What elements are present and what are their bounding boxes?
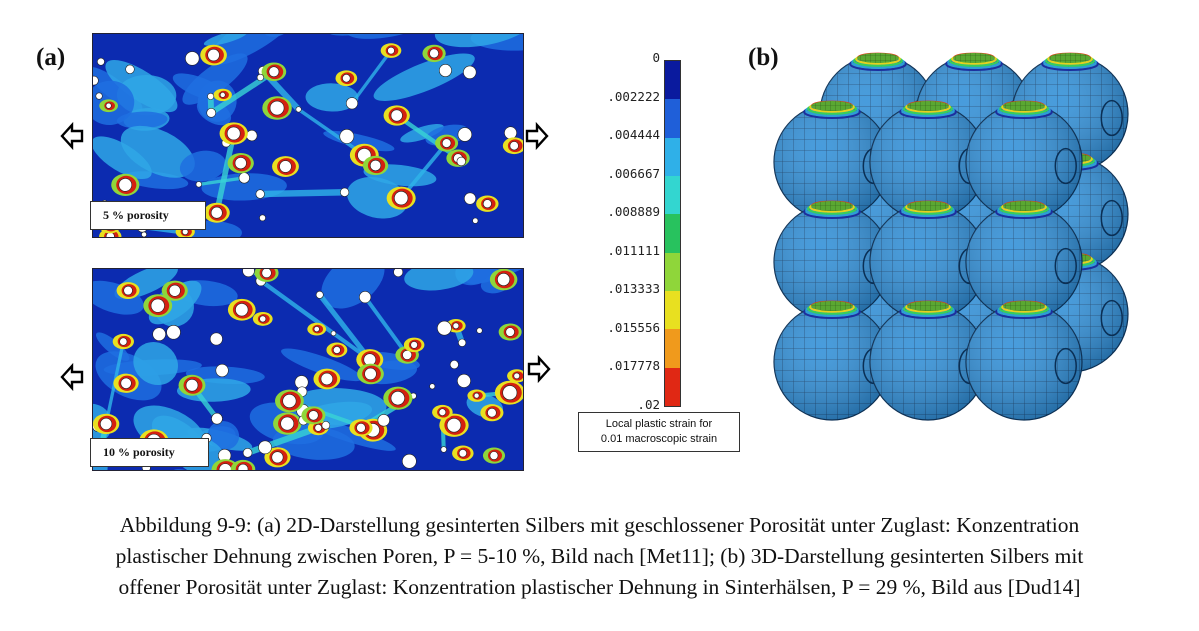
colorbar-note-line: Local plastic strain for [605,418,713,430]
colorbar-tick: .017778 [607,358,660,373]
colorbar-band [665,214,680,253]
colorbar-tick: 0 [652,50,660,65]
mesh-sphere [869,200,987,321]
strain-map-10-percent [92,268,524,471]
mesh-sphere [869,300,987,421]
mesh-sphere [773,200,891,321]
strain-colorbar [664,60,681,407]
caption-line: plastischer Dehnung zwischen Poren, P = … [115,544,1084,568]
mesh-sphere [965,200,1083,321]
colorbar-tick: .013333 [607,281,660,296]
colorbar-tick: .008889 [607,204,660,219]
colorbar-note-line: 0.01 macroscopic strain [600,433,718,445]
mesh-sphere [965,300,1083,421]
panel-a-label: (a) [36,44,66,71]
sphere-packing-3d [773,52,1129,421]
colorbar-band [665,252,680,291]
mesh-sphere [869,100,987,221]
mesh-sphere [773,100,891,221]
colorbar-tick: .015556 [607,320,660,335]
load-arrow-right-icon [525,122,549,150]
porosity-label-10: 10 % porosity [90,438,209,467]
colorbar-band [665,329,680,368]
colorbar-tick: .011111 [607,243,660,258]
colorbar-band [665,137,680,176]
porosity-label-5: 5 % porosity [90,201,206,230]
colorbar-tick: .006667 [607,166,660,181]
figure-caption: Abbildung 9-9: (a) 2D-Darstellung gesint… [10,510,1189,603]
load-arrow-right-icon [527,355,551,383]
colorbar-note: Local plastic strain for 0.01 macroscopi… [578,412,740,452]
colorbar-band [665,99,680,138]
colorbar-band [665,61,680,100]
load-arrow-left-icon [60,363,84,391]
mesh-sphere [773,300,891,421]
panel-b-label: (b) [748,44,779,71]
colorbar-band [665,367,680,406]
mesh-sphere [965,100,1083,221]
colorbar-tick: .004444 [607,127,660,142]
caption-line: offener Porosität unter Zuglast: Konzent… [118,575,1081,599]
colorbar-band [665,290,680,330]
colorbar-tick: .002222 [607,89,660,104]
load-arrow-left-icon [60,122,84,150]
colorbar-band [665,175,680,215]
caption-line: Abbildung 9-9: (a) 2D-Darstellung gesint… [119,513,1080,537]
colorbar-tick: .02 [637,397,660,412]
